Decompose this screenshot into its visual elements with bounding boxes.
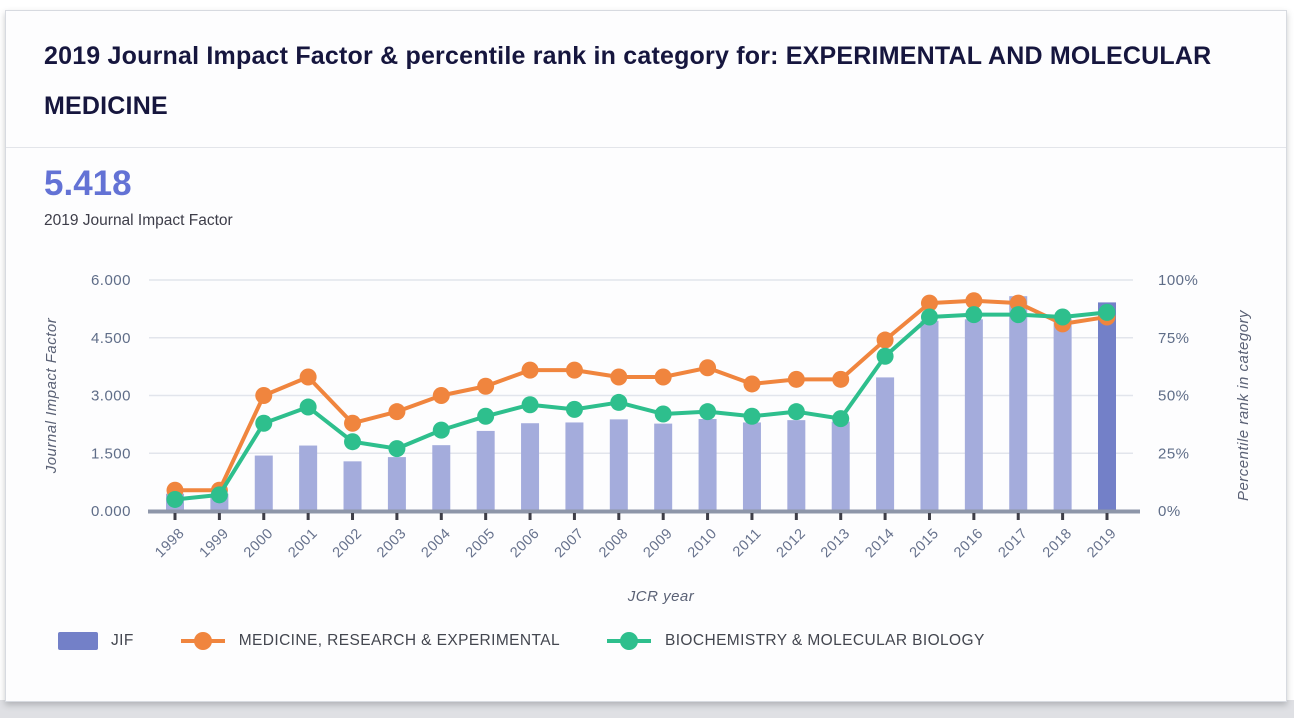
- legend-item-jif[interactable]: JIF: [58, 632, 134, 650]
- svg-text:2014: 2014: [862, 526, 898, 562]
- jif-bar-swatch-icon: [58, 632, 98, 650]
- svg-text:2016: 2016: [951, 526, 987, 562]
- svg-text:2006: 2006: [507, 526, 543, 562]
- svg-text:75%: 75%: [1158, 330, 1190, 347]
- svg-text:1998: 1998: [152, 526, 188, 562]
- svg-text:JCR year: JCR year: [627, 588, 695, 605]
- svg-text:2015: 2015: [907, 526, 943, 562]
- svg-text:2010: 2010: [685, 526, 721, 562]
- svg-text:3.000: 3.000: [91, 388, 131, 405]
- svg-text:2018: 2018: [1040, 526, 1076, 562]
- jif-trend-card: 2019 Journal Impact Factor & percentile …: [5, 10, 1287, 702]
- svg-text:1999: 1999: [197, 526, 233, 562]
- svg-text:2013: 2013: [818, 526, 854, 562]
- svg-text:Percentile rank in category: Percentile rank in category: [1235, 309, 1252, 501]
- jif-value: 5.418: [44, 164, 132, 203]
- svg-text:25%: 25%: [1158, 445, 1190, 462]
- svg-text:2019: 2019: [1084, 526, 1120, 562]
- legend-item-biochemistry[interactable]: BIOCHEMISTRY & MOLECULAR BIOLOGY: [606, 630, 985, 652]
- svg-text:0.000: 0.000: [91, 503, 131, 520]
- svg-text:2001: 2001: [285, 526, 321, 562]
- svg-text:2012: 2012: [774, 526, 810, 562]
- svg-text:2003: 2003: [374, 526, 410, 562]
- medicine-line-marker-icon: [180, 632, 225, 650]
- chart-canvas[interactable]: 0.000 0% 1.500 25% 3.000 50% 4.500 75% 6.000 100%…: [6, 252, 1288, 610]
- legend-label-biochemistry: BIOCHEMISTRY & MOLECULAR BIOLOGY: [664, 632, 985, 649]
- svg-text:2005: 2005: [463, 526, 499, 562]
- page-title: 2019 Journal Impact Factor & percentile …: [44, 42, 1212, 120]
- svg-text:2008: 2008: [596, 526, 632, 562]
- svg-text:2017: 2017: [996, 526, 1032, 562]
- legend-item-medicine[interactable]: MEDICINE, RESEARCH & EXPERIMENTAL: [180, 630, 560, 652]
- svg-text:0%: 0%: [1158, 503, 1181, 520]
- svg-text:6.000: 6.000: [91, 272, 131, 289]
- card-header: 2019 Journal Impact Factor & percentile …: [6, 11, 1286, 148]
- biochemistry-line-marker-icon: [606, 632, 651, 650]
- jif-value-label: 2019 Journal Impact Factor: [44, 212, 233, 229]
- legend-label-jif: JIF: [111, 632, 134, 649]
- svg-text:2007: 2007: [552, 526, 588, 562]
- page-background-strip: [0, 700, 1294, 718]
- svg-text:100%: 100%: [1158, 272, 1198, 289]
- svg-text:50%: 50%: [1158, 388, 1190, 405]
- jif-summary: 5.418 2019 Journal Impact Factor: [6, 148, 1286, 230]
- svg-text:2000: 2000: [241, 526, 277, 562]
- svg-text:2009: 2009: [640, 526, 676, 562]
- chart-legend: JIF MEDICINE, RESEARCH & EXPERIMENTAL BI…: [58, 630, 1286, 652]
- legend-label-medicine: MEDICINE, RESEARCH & EXPERIMENTAL: [238, 632, 560, 649]
- svg-text:2004: 2004: [419, 526, 455, 562]
- svg-text:2011: 2011: [730, 526, 765, 561]
- svg-text:4.500: 4.500: [91, 330, 131, 347]
- svg-text:Journal Impact Factor: Journal Impact Factor: [43, 317, 60, 474]
- svg-text:2002: 2002: [330, 526, 366, 562]
- svg-text:1.500: 1.500: [91, 445, 131, 462]
- jif-percentile-chart: 0.000 0% 1.500 25% 3.000 50% 4.500 75% 6.000 100%…: [6, 252, 1286, 610]
